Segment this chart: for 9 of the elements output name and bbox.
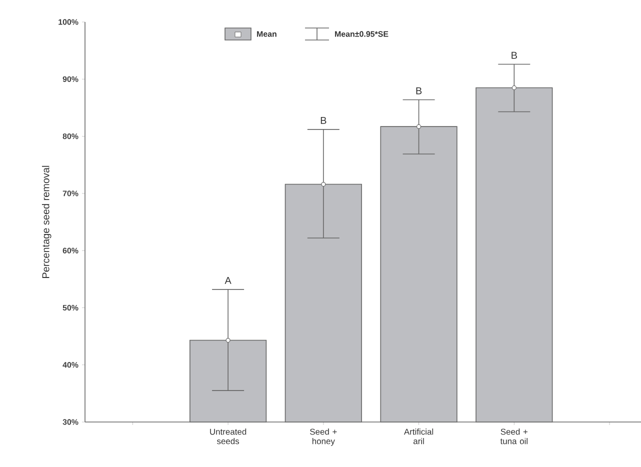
x-tick-label: Seed + honey [310,428,337,446]
annotation: A [224,277,232,284]
x-tick-label: Untreated seeds [210,428,246,444]
annotation: B [416,87,422,94]
x-tick-label: Artificial aril [404,428,434,444]
x-tick-label: Seed + tuna oil [500,428,528,444]
annotation: B [320,117,326,124]
annotation: B [512,52,517,59]
y-axis-title: Percentage seed removal [42,166,52,278]
